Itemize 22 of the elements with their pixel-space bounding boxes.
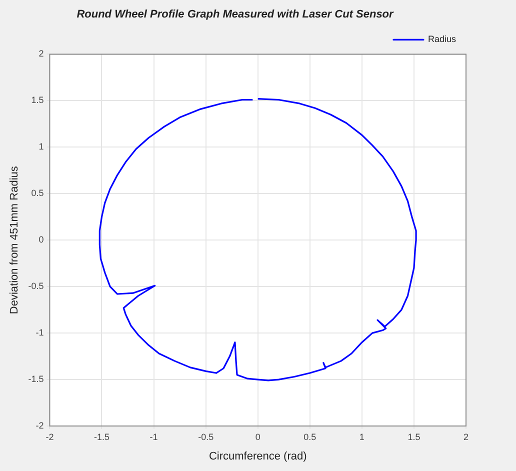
y-tick-label: 0.5	[31, 188, 44, 198]
y-tick-label: -2	[36, 420, 44, 430]
x-tick-label: -2	[46, 432, 54, 442]
x-tick-label: 1	[359, 432, 364, 442]
y-axis-title: Deviation from 451mm Radius	[8, 166, 21, 314]
x-tick-label: -1.5	[94, 432, 110, 442]
x-tick-label: 0.5	[304, 432, 316, 442]
y-tick-label: -1.5	[28, 374, 44, 384]
x-tick-label: 0	[255, 432, 260, 442]
y-tick-label: 2	[38, 48, 44, 59]
y-tick-label: -1	[36, 328, 44, 338]
x-tick-label: 1.5	[408, 432, 420, 442]
legend-label: Radius	[428, 34, 456, 44]
chart-title: Round Wheel Profile Graph Measured with Laser Cut Sensor	[76, 8, 394, 21]
x-tick-label: 2	[463, 432, 469, 442]
y-tick-label: 1	[38, 142, 44, 152]
y-tick-label: -0.5	[28, 281, 44, 292]
y-tick-label: 1.5	[31, 95, 44, 106]
x-axis-title: Circumference (rad)	[208, 450, 307, 462]
x-tick-label: -1	[150, 432, 158, 442]
x-tick-label: -0.5	[198, 432, 214, 442]
y-tick-label: 0	[38, 234, 44, 245]
